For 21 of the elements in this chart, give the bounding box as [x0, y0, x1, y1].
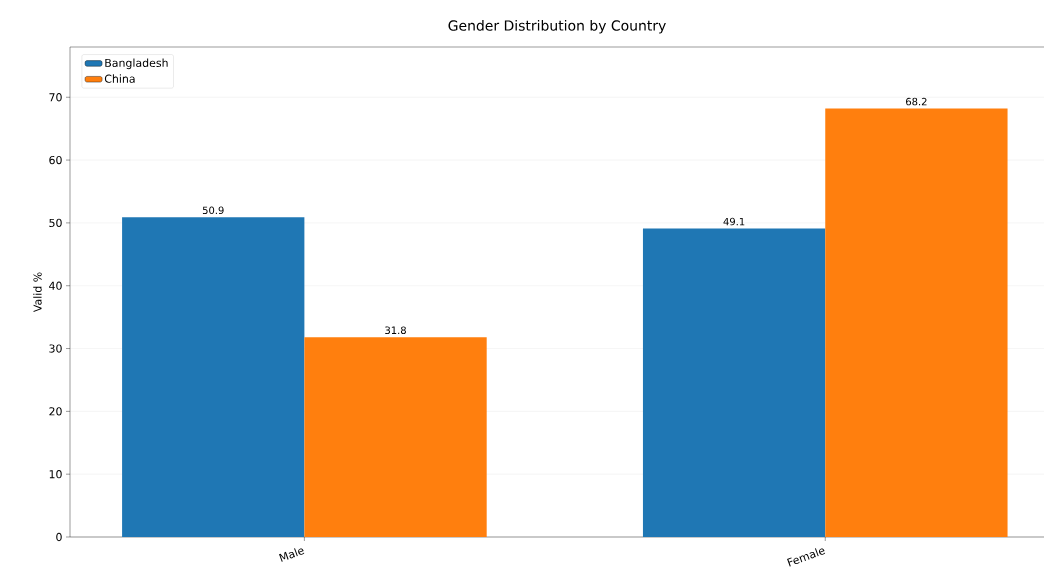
data-label: 68.2: [906, 97, 927, 106]
bar: [825, 108, 1008, 537]
data-label: 31.8: [385, 326, 406, 335]
chart-title: Gender Distribution by Country: [448, 20, 666, 34]
bar: [642, 228, 826, 537]
y-tick-label: 20: [49, 407, 62, 416]
y-axis-title: Valid %: [33, 272, 42, 313]
bar: [122, 217, 305, 537]
y-tick-label: 0: [56, 532, 62, 542]
y-tick-label: 60: [49, 155, 62, 165]
legend-label: Bangladesh: [105, 58, 168, 70]
data-label: 49.1: [723, 217, 745, 226]
data-label: 50.9: [202, 206, 224, 215]
x-tick-label: Male: [279, 548, 305, 562]
y-tick-label: 40: [49, 281, 62, 290]
y-tick-label: 30: [49, 344, 62, 353]
y-tick-label: 70: [49, 93, 62, 102]
y-tick-label: 10: [49, 470, 62, 479]
y-tick-label: 50: [49, 218, 62, 228]
bar: [304, 337, 487, 537]
legend-label: China: [104, 74, 135, 83]
